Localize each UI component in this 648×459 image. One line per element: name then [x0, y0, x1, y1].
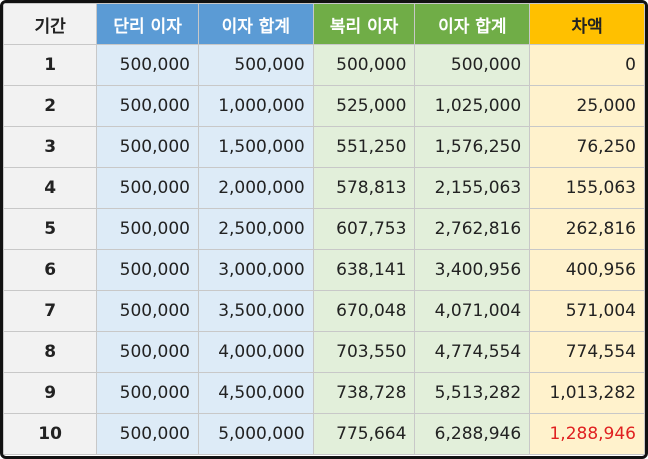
table-row: 2 500,000 1,000,000 525,000 1,025,000 25,000 — [3, 85, 645, 127]
cell-compound-interest[interactable]: 551,250 — [312, 126, 416, 168]
cell-period[interactable]: 5 — [3, 208, 98, 250]
cell-difference[interactable]: 262,816 — [529, 208, 645, 250]
cell-simple-interest[interactable]: 500,000 — [96, 167, 199, 209]
cell-simple-total[interactable]: 1,000,000 — [197, 85, 314, 127]
cell-period[interactable]: 3 — [3, 126, 98, 168]
cell-difference[interactable]: 76,250 — [529, 126, 645, 168]
cell-difference[interactable]: 774,554 — [529, 331, 645, 373]
header-compound-total[interactable]: 이자 합계 — [414, 3, 531, 45]
cell-compound-total[interactable]: 4,071,004 — [414, 290, 531, 332]
cell-difference[interactable]: 0 — [529, 44, 645, 86]
cell-period[interactable]: 6 — [3, 249, 98, 291]
header-difference[interactable]: 차액 — [529, 3, 645, 45]
cell-difference[interactable]: 1,288,946 — [529, 413, 645, 455]
cell-compound-interest[interactable]: 670,048 — [312, 290, 416, 332]
cell-period[interactable]: 9 — [3, 372, 98, 414]
cell-compound-total[interactable]: 4,774,554 — [414, 331, 531, 373]
cell-period[interactable]: 10 — [3, 413, 98, 455]
cell-simple-interest[interactable]: 500,000 — [96, 126, 199, 168]
cell-period[interactable]: 8 — [3, 331, 98, 373]
cell-compound-interest[interactable]: 525,000 — [312, 85, 416, 127]
cell-compound-interest[interactable]: 703,550 — [312, 331, 416, 373]
cell-simple-interest[interactable]: 500,000 — [96, 372, 199, 414]
cell-simple-interest[interactable]: 500,000 — [96, 85, 199, 127]
cell-simple-total[interactable]: 5,000,000 — [197, 413, 314, 455]
cell-difference[interactable]: 1,013,282 — [529, 372, 645, 414]
cell-period[interactable]: 4 — [3, 167, 98, 209]
cell-compound-total[interactable]: 2,762,816 — [414, 208, 531, 250]
cell-period[interactable]: 2 — [3, 85, 98, 127]
cell-simple-interest[interactable]: 500,000 — [96, 208, 199, 250]
cell-simple-total[interactable]: 4,500,000 — [197, 372, 314, 414]
cell-compound-total[interactable]: 5,513,282 — [414, 372, 531, 414]
cell-simple-total[interactable]: 2,500,000 — [197, 208, 314, 250]
header-period[interactable]: 기간 — [3, 3, 98, 45]
header-compound-interest[interactable]: 복리 이자 — [312, 3, 416, 45]
cell-compound-total[interactable]: 1,025,000 — [414, 85, 531, 127]
header-row: 기간 단리 이자 이자 합계 복리 이자 이자 합계 차액 — [3, 3, 645, 45]
table-row: 10 500,000 5,000,000 775,664 6,288,946 1,288,… — [3, 413, 645, 455]
cell-difference[interactable]: 25,000 — [529, 85, 645, 127]
cell-difference[interactable]: 400,956 — [529, 249, 645, 291]
cell-compound-total[interactable]: 3,400,956 — [414, 249, 531, 291]
cell-simple-total[interactable]: 4,000,000 — [197, 331, 314, 373]
table-row: 7 500,000 3,500,000 670,048 4,071,004 571,004 — [3, 290, 645, 332]
cell-simple-total[interactable]: 500,000 — [197, 44, 314, 86]
table-row: 5 500,000 2,500,000 607,753 2,762,816 262,816 — [3, 208, 645, 250]
cell-simple-total[interactable]: 1,500,000 — [197, 126, 314, 168]
table-row: 1 500,000 500,000 500,000 500,000 0 — [3, 44, 645, 86]
table-row: 9 500,000 4,500,000 738,728 5,513,282 1,013,2… — [3, 372, 645, 414]
cell-simple-total[interactable]: 2,000,000 — [197, 167, 314, 209]
cell-compound-total[interactable]: 6,288,946 — [414, 413, 531, 455]
cell-compound-interest[interactable]: 638,141 — [312, 249, 416, 291]
header-simple-total[interactable]: 이자 합계 — [197, 3, 314, 45]
cell-simple-total[interactable]: 3,000,000 — [197, 249, 314, 291]
cell-compound-interest[interactable]: 738,728 — [312, 372, 416, 414]
cell-difference[interactable]: 571,004 — [529, 290, 645, 332]
cell-simple-total[interactable]: 3,500,000 — [197, 290, 314, 332]
cell-compound-interest[interactable]: 607,753 — [312, 208, 416, 250]
table-row: 6 500,000 3,000,000 638,141 3,400,956 400,956 — [3, 249, 645, 291]
cell-compound-interest[interactable]: 775,664 — [312, 413, 416, 455]
cell-simple-interest[interactable]: 500,000 — [96, 290, 199, 332]
cell-period[interactable]: 1 — [3, 44, 98, 86]
cell-compound-total[interactable]: 2,155,063 — [414, 167, 531, 209]
table-row: 3 500,000 1,500,000 551,250 1,576,250 76,250 — [3, 126, 645, 168]
interest-comparison-table: 기간 단리 이자 이자 합계 복리 이자 이자 합계 차액 1 500,000 50… — [3, 3, 645, 455]
cell-simple-interest[interactable]: 500,000 — [96, 413, 199, 455]
cell-simple-interest[interactable]: 500,000 — [96, 44, 199, 86]
header-simple-interest[interactable]: 단리 이자 — [96, 3, 199, 45]
cell-compound-interest[interactable]: 500,000 — [312, 44, 416, 86]
cell-period[interactable]: 7 — [3, 290, 98, 332]
cell-simple-interest[interactable]: 500,000 — [96, 331, 199, 373]
cell-simple-interest[interactable]: 500,000 — [96, 249, 199, 291]
cell-compound-total[interactable]: 1,576,250 — [414, 126, 531, 168]
cell-compound-interest[interactable]: 578,813 — [312, 167, 416, 209]
table-row: 8 500,000 4,000,000 703,550 4,774,554 774,554 — [3, 331, 645, 373]
cell-compound-total[interactable]: 500,000 — [414, 44, 531, 86]
table-row: 4 500,000 2,000,000 578,813 2,155,063 155,063 — [3, 167, 645, 209]
cell-difference[interactable]: 155,063 — [529, 167, 645, 209]
